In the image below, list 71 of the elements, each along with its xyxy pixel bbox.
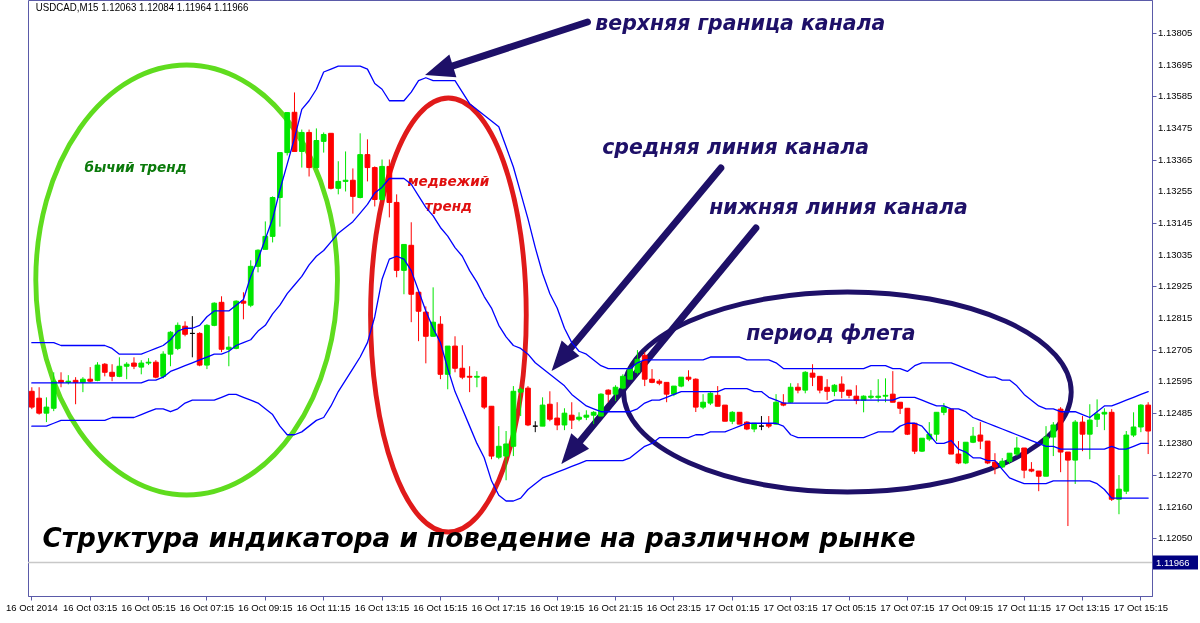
candlestick xyxy=(335,160,342,195)
x-tick-label: 17 Oct 07:15 xyxy=(880,601,935,613)
candlestick xyxy=(320,131,327,154)
x-tick-label: 17 Oct 03:15 xyxy=(763,601,818,613)
candlestick xyxy=(561,407,568,431)
candlestick xyxy=(663,381,670,403)
y-tick-label: 1.12925 xyxy=(1158,280,1193,292)
candlestick xyxy=(225,335,232,367)
y-tick-label: 1.13585 xyxy=(1158,90,1193,102)
candlestick xyxy=(773,393,779,426)
y-tick-label: 1.12270 xyxy=(1158,469,1193,481)
x-tick-label: 17 Oct 15:15 xyxy=(1113,601,1169,613)
y-tick-label: 1.13145 xyxy=(1158,217,1193,229)
candlestick xyxy=(539,396,546,427)
y-tick-label: 1.13475 xyxy=(1158,122,1193,134)
chart-title: USDCAD,M15 1.12063 1.12084 1.11964 1.11966 xyxy=(35,1,249,14)
x-tick-label: 16 Oct 21:15 xyxy=(588,601,643,613)
candlestick xyxy=(1079,415,1086,452)
candlestick xyxy=(568,401,575,430)
line-series xyxy=(31,255,1149,502)
x-tick-label: 17 Oct 13:15 xyxy=(1055,601,1110,613)
x-tick-label: 16 Oct 2014 xyxy=(5,601,58,613)
candlestick xyxy=(977,421,984,450)
y-tick-label: 1.12485 xyxy=(1158,407,1193,419)
x-tick-label: 16 Oct 19:15 xyxy=(529,601,585,613)
ref-line-label: 1.11966 xyxy=(1156,556,1190,568)
candlestick xyxy=(43,396,50,423)
y-tick-label: 1.12815 xyxy=(1158,312,1193,324)
x-tick-label: 17 Oct 05:15 xyxy=(821,601,877,613)
candlestick xyxy=(131,356,137,370)
candlestick xyxy=(802,370,809,394)
x-tick-label: 16 Oct 17:15 xyxy=(471,601,526,613)
y-tick-label: 1.12050 xyxy=(1158,532,1193,544)
x-tick-label: 17 Oct 01:15 xyxy=(705,601,760,613)
annotation: период флета xyxy=(746,320,916,346)
x-tick-label: 16 Oct 07:15 xyxy=(179,601,235,613)
annotation: Структура индикатора и поведение на различном рынке xyxy=(42,521,916,554)
y-tick-label: 1.13035 xyxy=(1158,248,1193,260)
candlestick xyxy=(1035,470,1042,492)
candlestick xyxy=(342,150,349,192)
y-tick-label: 1.13365 xyxy=(1158,153,1193,165)
x-tick-label: 16 Oct 15:15 xyxy=(413,601,468,613)
candlestick xyxy=(795,382,801,394)
y-tick-label: 1.13805 xyxy=(1158,27,1193,39)
x-tick-label: 16 Oct 11:15 xyxy=(296,601,351,613)
annotation: средняя линия канала xyxy=(602,134,870,160)
x-tick-label: 16 Oct 03:15 xyxy=(63,601,118,613)
x-tick-label: 16 Oct 13:15 xyxy=(354,601,410,613)
y-tick-label: 1.12705 xyxy=(1158,343,1193,355)
annotation: верхняя граница канала xyxy=(595,10,886,36)
candlestick xyxy=(364,138,371,182)
candlestick xyxy=(298,129,305,169)
x-tick-label: 17 Oct 09:15 xyxy=(938,601,993,613)
y-tick-label: 1.13695 xyxy=(1158,58,1193,70)
candlestick xyxy=(350,167,356,215)
x-tick-label: 16 Oct 23:15 xyxy=(646,601,702,613)
x-tick-label: 17 Oct 11:15 xyxy=(997,601,1051,613)
candlestick xyxy=(517,386,524,417)
annotation: бычий тренд xyxy=(84,158,187,176)
annotation: медвежий тренд xyxy=(407,172,490,215)
annotation: нижняя линия канала xyxy=(709,194,968,220)
y-tick-label: 1.13255 xyxy=(1158,185,1193,197)
y-tick-label: 1.12160 xyxy=(1158,500,1193,512)
y-tick-label: 1.12595 xyxy=(1158,375,1193,387)
candlestick xyxy=(174,321,181,351)
x-tick-label: 16 Oct 09:15 xyxy=(238,601,293,613)
y-tick-label: 1.12380 xyxy=(1158,437,1193,449)
x-tick-label: 16 Oct 05:15 xyxy=(121,601,176,613)
candlestick xyxy=(466,365,473,393)
candlestick xyxy=(240,291,247,320)
candlestick xyxy=(474,370,480,388)
